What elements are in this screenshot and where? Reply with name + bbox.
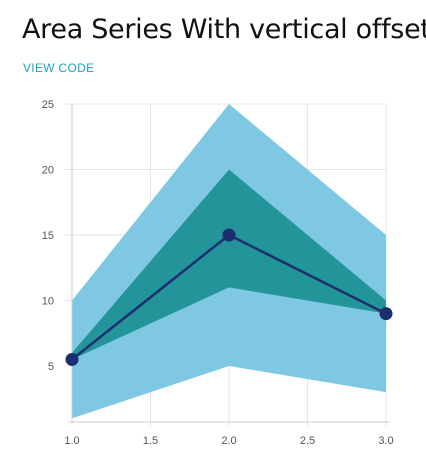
y-tick-label: 25: [42, 99, 54, 111]
data-point: [65, 352, 79, 366]
x-tick-label: 2.0: [221, 435, 236, 447]
data-point: [379, 307, 393, 321]
tick-labels: 5 10 15 20 25 1.0 1.5 2.0 2.5 3.0: [42, 99, 394, 447]
page-title: Area Series With vertical offset: [22, 14, 426, 45]
area-series-group: [72, 104, 386, 419]
axes: [68, 104, 390, 423]
line-series-group: [65, 228, 393, 366]
x-tick-label: 1.5: [143, 435, 158, 447]
x-tick-label: 1.0: [64, 435, 79, 447]
y-tick-label: 10: [42, 296, 54, 308]
view-code-link[interactable]: VIEW CODE: [23, 61, 95, 75]
x-tick-label: 3.0: [378, 435, 393, 447]
data-point: [222, 228, 236, 242]
y-tick-label: 20: [42, 165, 54, 177]
x-tick-label: 2.5: [300, 435, 315, 447]
inner-area-band: [72, 169, 386, 360]
y-tick-label: 5: [48, 361, 54, 373]
y-tick-label: 15: [42, 230, 54, 242]
